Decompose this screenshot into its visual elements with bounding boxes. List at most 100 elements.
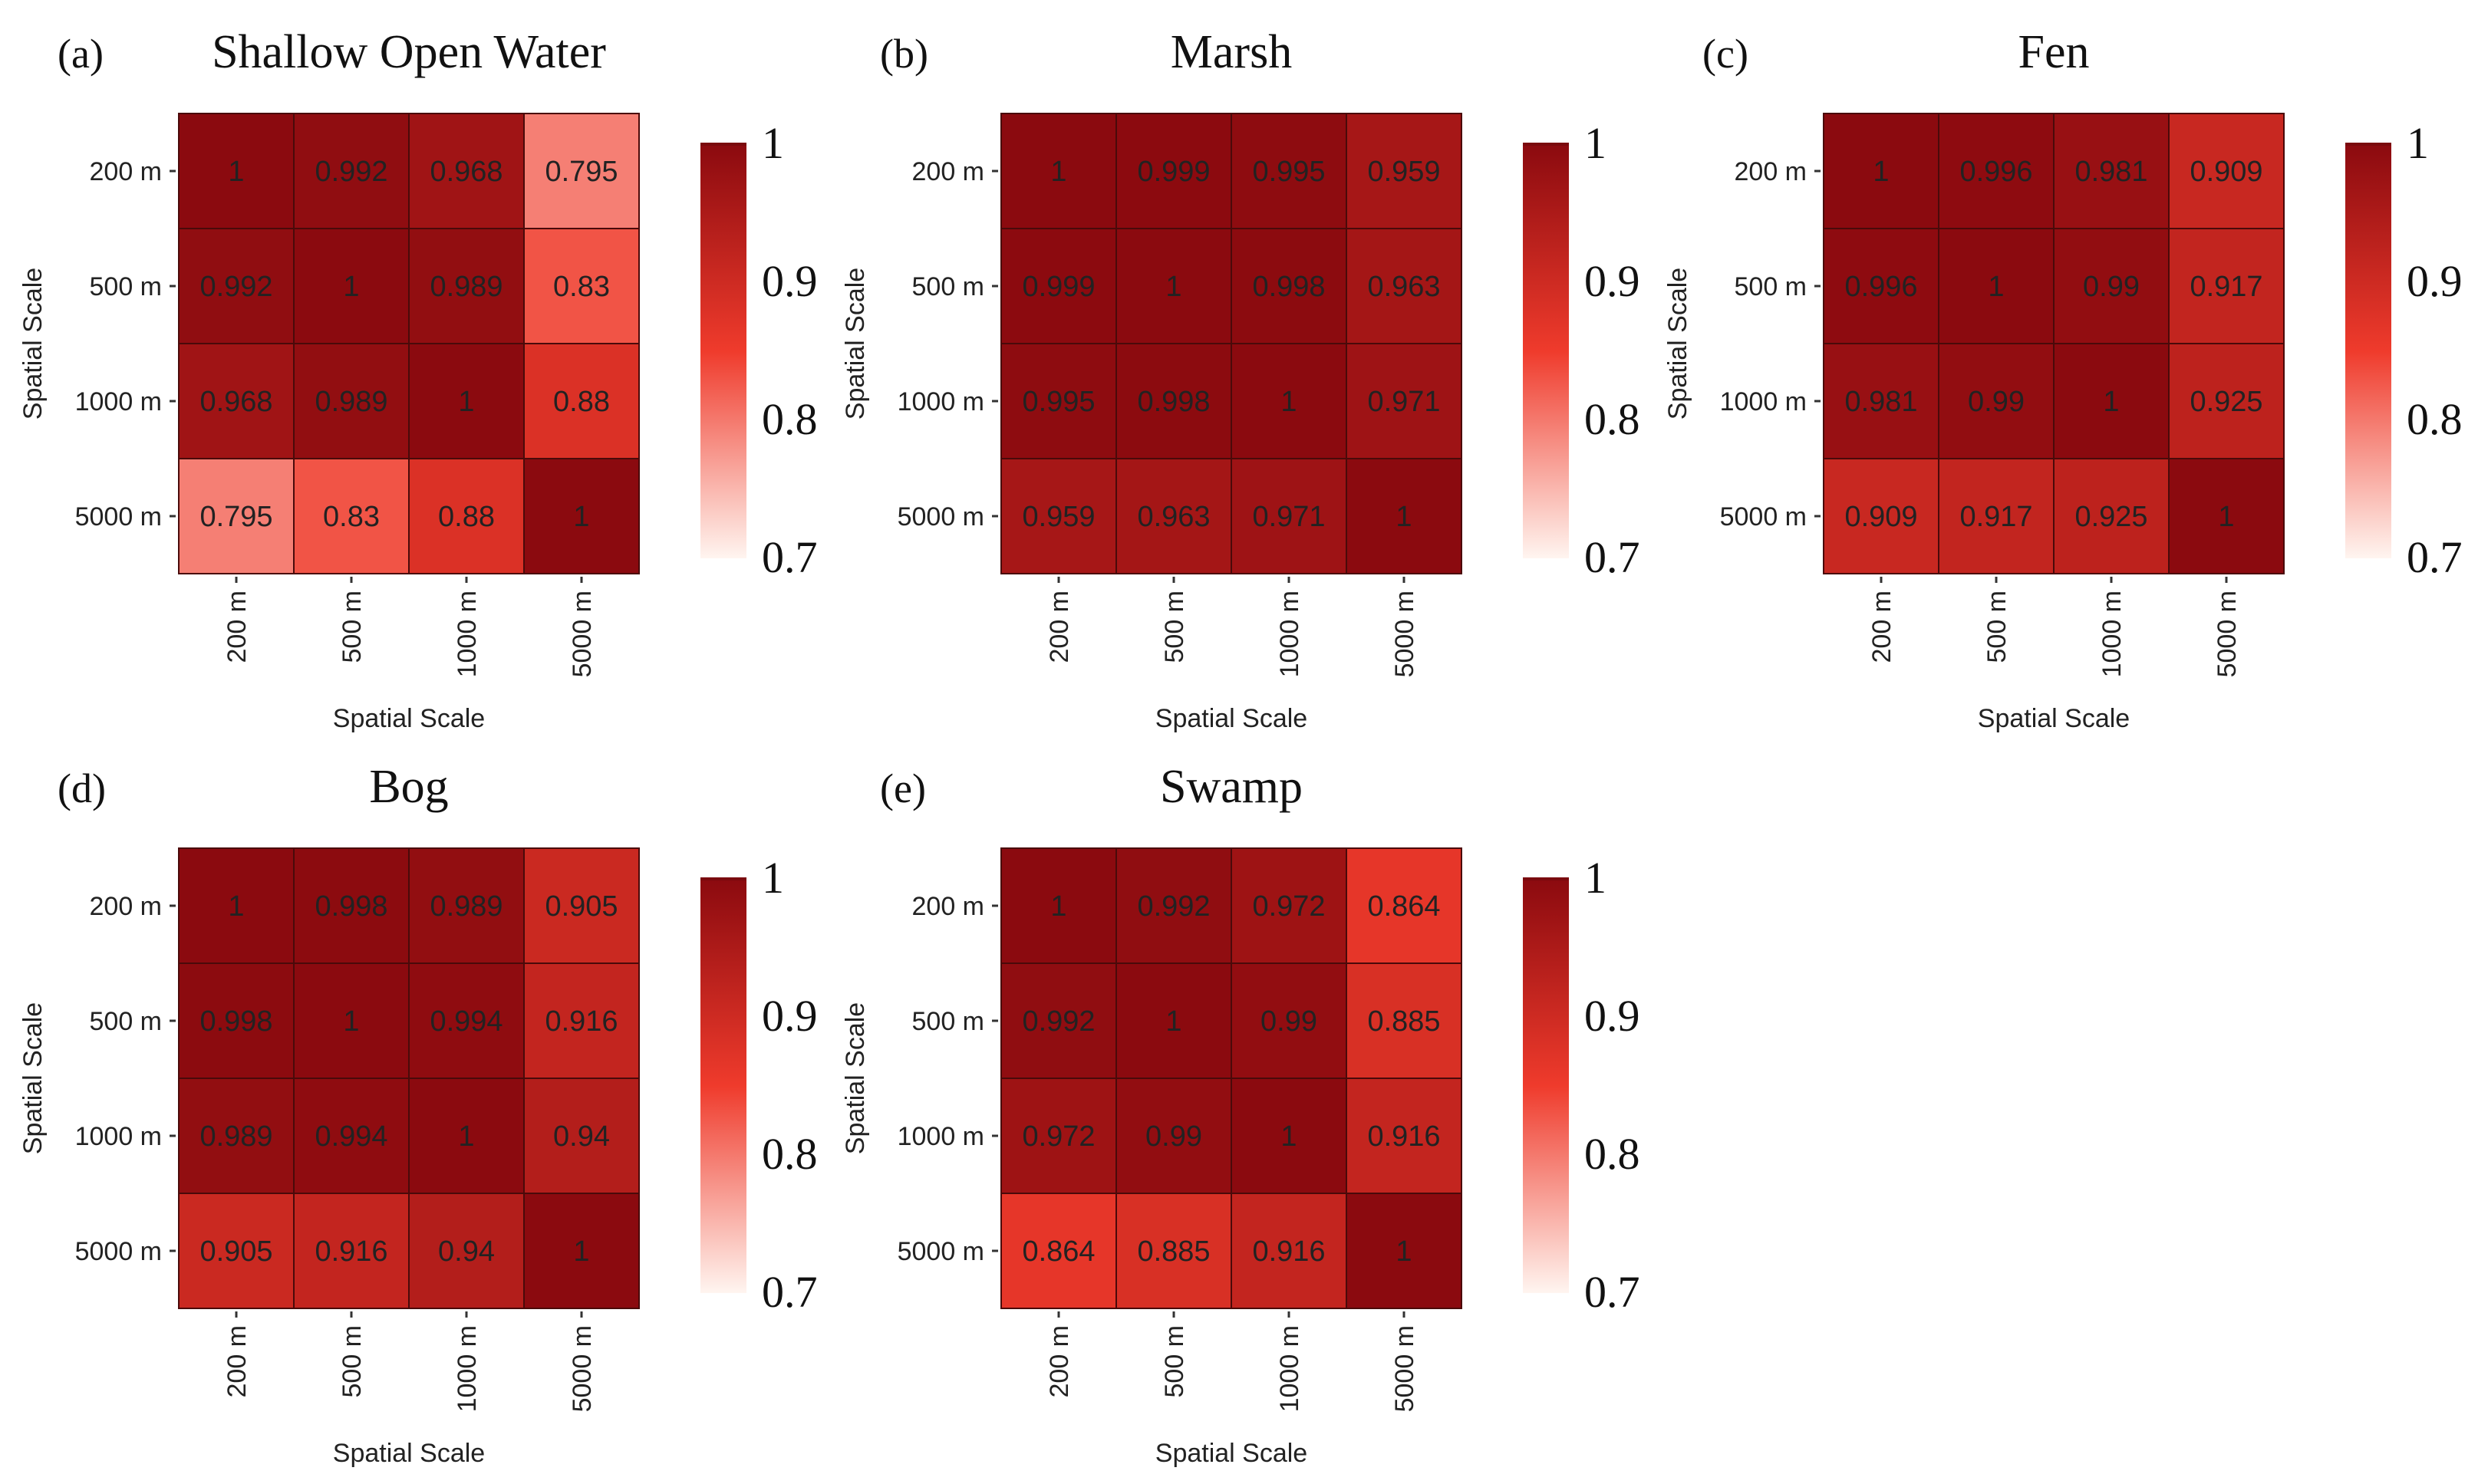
heatmap-cell — [1000, 962, 1117, 1079]
legend-tick-label: 0.8 — [762, 1129, 818, 1179]
y-tick-label: 5000 m — [898, 502, 984, 531]
heatmap-cell — [1115, 1193, 1232, 1309]
y-axis-title: Spatial Scale — [18, 1002, 48, 1154]
cell-value-label: 0.971 — [1367, 386, 1440, 418]
cell-value-label: 0.992 — [1022, 1005, 1095, 1038]
cell-value-label: 0.99 — [1968, 386, 2025, 418]
cell-value-label: 0.995 — [1022, 386, 1095, 418]
heatmap-cell — [293, 228, 410, 344]
cell-value-label: 0.995 — [1252, 156, 1325, 188]
cell-value-label: 0.916 — [545, 1005, 618, 1038]
y-tick-label: 5000 m — [75, 1237, 162, 1266]
panel-letter: (d) — [58, 765, 106, 811]
y-tick-label: 1000 m — [75, 1122, 162, 1151]
heatmap-cell — [408, 962, 525, 1079]
cell-value-label: 0.998 — [1252, 271, 1325, 303]
cell-value-label: 1 — [573, 501, 589, 533]
cell-value-label: 0.916 — [1367, 1120, 1440, 1153]
heatmap-cell — [1000, 228, 1117, 344]
legend-colorbar — [2345, 144, 2391, 558]
x-tick-label: 5000 m — [2213, 591, 2242, 677]
panel-title: Bog — [369, 761, 448, 813]
cell-value-label: 0.963 — [1137, 501, 1210, 533]
cell-value-label: 0.972 — [1022, 1120, 1095, 1153]
heatmap-cell — [293, 847, 410, 964]
cell-value-label: 0.885 — [1137, 1236, 1210, 1268]
heatmap-cell — [1000, 343, 1117, 459]
cell-value-label: 0.994 — [315, 1120, 387, 1153]
cell-value-label: 1 — [573, 1236, 589, 1268]
cell-value-label: 1 — [228, 156, 244, 188]
x-tick-label: 500 m — [338, 591, 367, 663]
cell-value-label: 0.989 — [430, 271, 503, 303]
cell-value-label: 0.996 — [1844, 271, 1917, 303]
heatmap-cell — [523, 962, 640, 1079]
heatmap-cell — [1231, 1193, 1347, 1309]
cell-value-label: 0.999 — [1022, 271, 1095, 303]
y-tick-label: 5000 m — [1720, 502, 1807, 531]
heatmap-cell — [2168, 228, 2285, 344]
heatmap-cell — [178, 962, 295, 1079]
heatmap-cell — [1115, 962, 1232, 1079]
heatmap-cell — [1823, 458, 1939, 574]
legend-tick-label: 0.7 — [1584, 532, 1640, 582]
cell-value-label: 0.864 — [1367, 890, 1440, 923]
cell-value-label: 0.909 — [2190, 156, 2262, 188]
x-tick-label: 200 m — [222, 1325, 252, 1398]
legend-tick-label: 1 — [1584, 118, 1606, 168]
cell-value-label: 1 — [458, 1120, 474, 1153]
cell-value-label: 1 — [343, 271, 359, 303]
legend-tick-label: 0.8 — [1584, 1129, 1640, 1179]
legend-tick-label: 0.9 — [762, 991, 818, 1041]
cell-value-label: 0.94 — [553, 1120, 610, 1153]
cell-value-label: 0.992 — [315, 156, 387, 188]
heatmap-cell — [2053, 458, 2170, 574]
x-tick-label: 1000 m — [453, 1325, 482, 1412]
x-tick-label: 200 m — [1045, 591, 1074, 663]
heatmap-cell — [1346, 1193, 1462, 1309]
y-tick-label: 200 m — [912, 157, 985, 186]
legend-tick-label: 1 — [1584, 853, 1606, 903]
y-tick-label: 500 m — [912, 1007, 985, 1036]
heatmap-cell — [523, 1193, 640, 1309]
cell-value-label: 1 — [458, 386, 474, 418]
heatmap-cell — [408, 1078, 525, 1194]
heatmap-cell — [1115, 228, 1232, 344]
y-tick-label: 500 m — [1735, 272, 1807, 301]
cell-value-label: 0.83 — [323, 501, 380, 533]
heatmap-cell — [523, 847, 640, 964]
y-tick-label: 1000 m — [75, 387, 162, 416]
cell-value-label: 1 — [1165, 271, 1181, 303]
cell-value-label: 0.795 — [199, 501, 272, 533]
cell-value-label: 0.989 — [315, 386, 387, 418]
cell-value-label: 0.998 — [199, 1005, 272, 1038]
heatmap-cell — [293, 113, 410, 229]
legend-colorbar — [700, 144, 746, 558]
cell-value-label: 0.88 — [553, 386, 610, 418]
heatmap-cell — [1231, 343, 1347, 459]
heatmap-cell — [178, 1193, 295, 1309]
y-tick-label: 200 m — [912, 892, 985, 921]
cell-value-label: 0.998 — [1137, 386, 1210, 418]
y-tick-label: 1000 m — [898, 1122, 984, 1151]
panel-1: (b) Marsh 1 0.999 0.995 0.959 0.999 1 0.998 0.963… — [841, 26, 1640, 733]
heatmap-cell — [2168, 458, 2285, 574]
x-tick-label: 5000 m — [568, 1325, 597, 1412]
cell-value-label: 0.925 — [2190, 386, 2262, 418]
x-tick-label: 5000 m — [568, 591, 597, 677]
legend-colorbar — [1523, 144, 1569, 558]
heatmap-cell — [2168, 343, 2285, 459]
cell-value-label: 0.959 — [1022, 501, 1095, 533]
heatmap-cell — [178, 1078, 295, 1194]
heatmap-cell — [1000, 1078, 1117, 1194]
cell-value-label: 0.992 — [1137, 890, 1210, 923]
heatmap-cell — [1938, 343, 2055, 459]
x-axis-title: Spatial Scale — [333, 1439, 485, 1468]
heatmap-cell — [1115, 458, 1232, 574]
cell-value-label: 0.88 — [438, 501, 495, 533]
heatmap-cell — [1115, 113, 1232, 229]
heatmap-cell — [2168, 113, 2285, 229]
cell-value-label: 1 — [1280, 386, 1297, 418]
x-tick-label: 1000 m — [453, 591, 482, 677]
legend-tick-label: 1 — [2407, 118, 2429, 168]
